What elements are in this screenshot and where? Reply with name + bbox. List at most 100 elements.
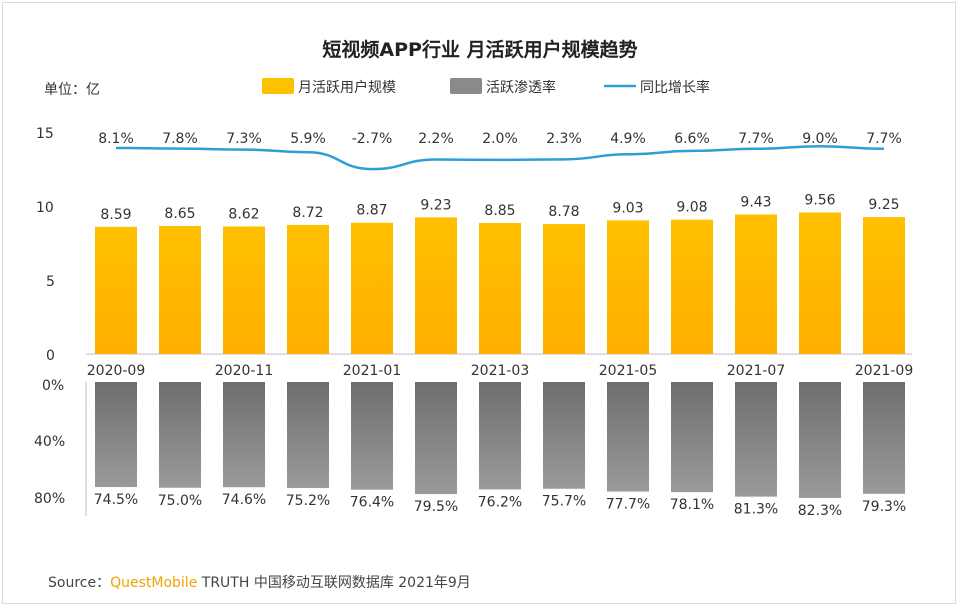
mau-value-label: 9.08 xyxy=(676,200,707,216)
unit-label: 单位：亿 xyxy=(44,82,100,98)
growth-value-label: -2.7% xyxy=(352,131,393,147)
penetration-bar xyxy=(159,382,201,488)
chart-labels: 8.59 74.5% 2020-09 8.65 75.0% 8.62 74.6% 2020-1… xyxy=(87,131,914,519)
x-tick-label: 2021-01 xyxy=(343,363,402,379)
mau-value-label: 8.65 xyxy=(164,206,195,222)
legend-label-penetration: 活跃渗透率 xyxy=(486,79,556,96)
mau-bar xyxy=(543,224,585,354)
penetration-value-label: 74.6% xyxy=(222,492,266,508)
mau-bar xyxy=(159,225,201,354)
penetration-bar xyxy=(735,382,777,497)
penetration-value-label: 78.1% xyxy=(670,497,714,513)
penetration-bar xyxy=(863,382,905,494)
source-brand: QuestMobile xyxy=(110,575,198,591)
source-prefix: Source： xyxy=(48,575,111,591)
mau-bar xyxy=(415,217,457,354)
penetration-value-label: 81.3% xyxy=(734,502,778,518)
x-tick-label: 2020-11 xyxy=(215,363,274,379)
source-footer: Source：QuestMobile TRUTH 中国移动互联网数据库 2021… xyxy=(48,572,471,592)
penetration-bar xyxy=(607,382,649,492)
legend-label-mau: 月活跃用户规模 xyxy=(298,79,396,96)
mau-value-label: 8.59 xyxy=(100,207,131,223)
mau-bar xyxy=(95,226,137,354)
bottom-y-tick-80: 80% xyxy=(34,491,65,507)
chart-title: 短视频APP行业 月活跃用户规模趋势 xyxy=(322,38,637,61)
legend-label-growth: 同比增长率 xyxy=(640,79,710,96)
penetration-bar xyxy=(415,382,457,495)
penetration-value-label: 75.7% xyxy=(542,494,586,510)
penetration-bar xyxy=(95,382,137,488)
x-tick-label: 2021-05 xyxy=(599,363,658,379)
growth-value-label: 8.1% xyxy=(98,131,134,147)
mau-value-label: 8.85 xyxy=(484,203,515,219)
source-suffix: TRUTH 中国移动互联网数据库 2021年9月 xyxy=(197,575,471,591)
top-y-axis: 15 10 5 0 xyxy=(36,126,55,364)
growth-value-label: 7.7% xyxy=(738,131,774,147)
x-tick-label: 2020-09 xyxy=(87,363,146,379)
mau-value-label: 9.43 xyxy=(740,194,771,210)
growth-value-label: 9.0% xyxy=(802,131,838,147)
growth-value-label: 2.0% xyxy=(482,131,518,147)
growth-value-label: 7.7% xyxy=(866,131,902,147)
mau-value-label: 8.72 xyxy=(292,205,323,221)
bottom-y-tick-40: 40% xyxy=(34,434,65,450)
mau-bar xyxy=(351,222,393,354)
bottom-y-tick-0: 0% xyxy=(42,378,64,394)
legend-swatch-penetration xyxy=(450,78,482,94)
penetration-value-label: 75.0% xyxy=(158,493,202,509)
penetration-bars xyxy=(95,382,905,499)
mau-value-label: 9.23 xyxy=(420,197,451,213)
penetration-value-label: 77.7% xyxy=(606,497,650,513)
mau-value-label: 9.56 xyxy=(804,193,835,209)
growth-line-group xyxy=(115,144,885,171)
penetration-bar xyxy=(287,382,329,489)
mau-value-label: 8.78 xyxy=(548,204,579,220)
penetration-bar xyxy=(351,382,393,490)
mau-bar xyxy=(799,212,841,354)
growth-value-label: 4.9% xyxy=(610,131,646,147)
mau-value-label: 9.25 xyxy=(868,197,899,213)
top-y-tick-15: 15 xyxy=(36,126,54,142)
legend-swatch-mau xyxy=(262,78,294,94)
bottom-y-axis: 0% 40% 80% xyxy=(34,378,65,507)
growth-line xyxy=(115,144,885,171)
penetration-value-label: 75.2% xyxy=(286,493,330,509)
mau-value-label: 8.62 xyxy=(228,206,259,222)
legend: 月活跃用户规模 活跃渗透率 同比增长率 xyxy=(262,78,710,96)
mau-bar xyxy=(479,223,521,354)
growth-value-label: 6.6% xyxy=(674,131,710,147)
mau-bar xyxy=(863,217,905,354)
growth-value-label: 2.3% xyxy=(546,131,582,147)
penetration-value-label: 74.5% xyxy=(94,492,138,508)
top-y-tick-0: 0 xyxy=(46,348,55,364)
penetration-value-label: 79.3% xyxy=(862,499,906,515)
mau-bar xyxy=(287,224,329,354)
penetration-value-label: 82.3% xyxy=(798,503,842,519)
x-tick-label: 2021-03 xyxy=(471,363,530,379)
growth-value-label: 2.2% xyxy=(418,131,454,147)
growth-value-label: 7.3% xyxy=(226,131,262,147)
mau-bar xyxy=(735,214,777,354)
mau-value-label: 9.03 xyxy=(612,200,643,216)
mau-bar xyxy=(671,219,713,354)
penetration-bar xyxy=(479,382,521,490)
penetration-value-label: 76.4% xyxy=(350,495,394,511)
mau-bar xyxy=(223,226,265,354)
penetration-bar xyxy=(223,382,265,488)
x-tick-label: 2021-07 xyxy=(727,363,786,379)
penetration-value-label: 76.2% xyxy=(478,494,522,510)
penetration-bar xyxy=(543,382,585,489)
top-y-tick-5: 5 xyxy=(46,274,55,290)
penetration-bar xyxy=(799,382,841,499)
penetration-bar xyxy=(671,382,713,493)
growth-value-label: 7.8% xyxy=(162,131,198,147)
mau-bar xyxy=(607,220,649,354)
x-tick-label: 2021-09 xyxy=(855,363,914,379)
top-y-tick-10: 10 xyxy=(36,200,54,216)
mau-value-label: 8.87 xyxy=(356,203,387,219)
penetration-value-label: 79.5% xyxy=(414,499,458,515)
growth-value-label: 5.9% xyxy=(290,131,326,147)
mau-bars xyxy=(95,212,905,354)
